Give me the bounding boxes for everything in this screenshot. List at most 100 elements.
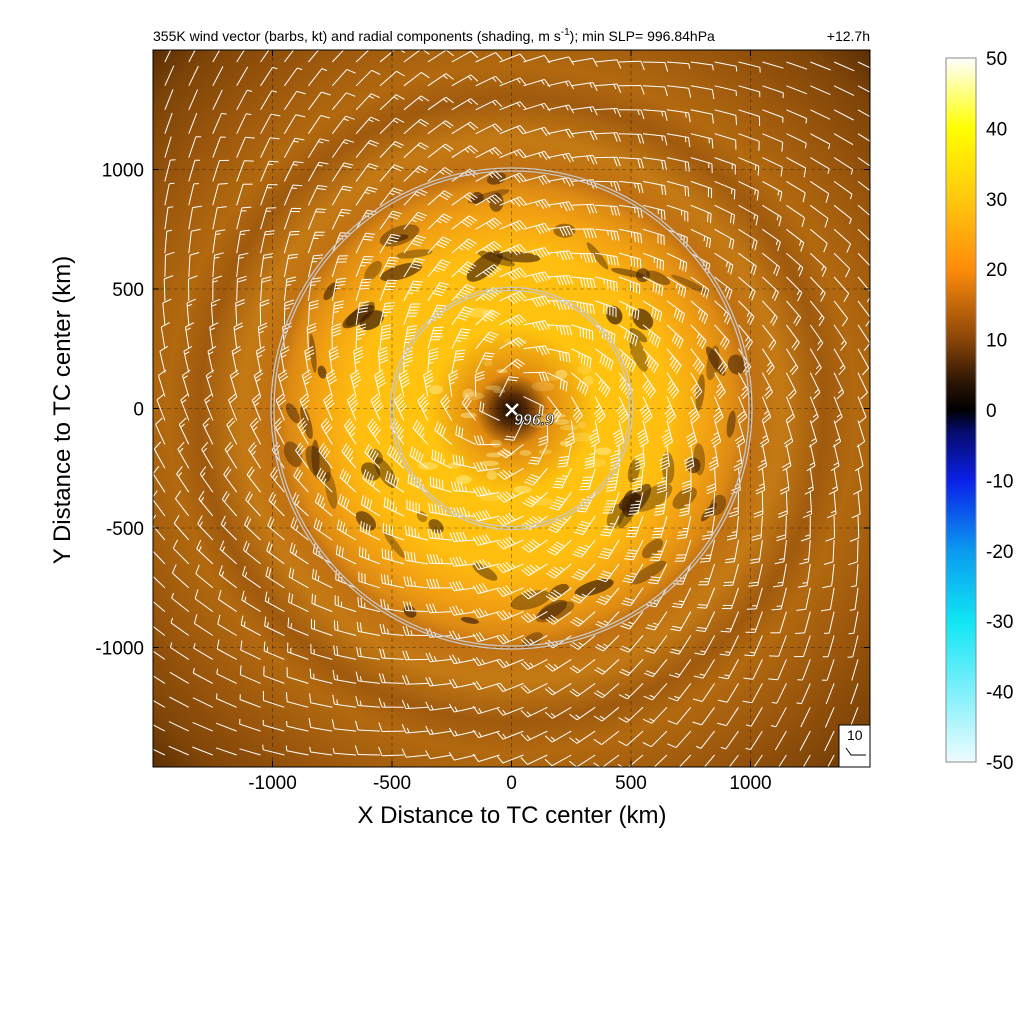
wind-barb (427, 120, 454, 135)
wind-barb (379, 302, 395, 326)
wind-barb (833, 324, 847, 351)
wind-barb (299, 393, 310, 421)
wind-barb (833, 85, 855, 96)
wind-barb (333, 620, 357, 636)
wind-barb (448, 630, 476, 640)
wind-barb (666, 133, 691, 147)
wind-barb (857, 228, 870, 242)
wind-barb (164, 229, 172, 254)
wind-barb (475, 240, 502, 254)
x-tick-label: 500 (615, 773, 647, 794)
wind-barb (451, 349, 466, 373)
wind-barb (295, 442, 309, 469)
wind-barb (283, 67, 303, 87)
wind-barb (557, 444, 572, 468)
rainband-cell (300, 405, 313, 440)
wind-barb (593, 754, 620, 767)
wind-barb (196, 539, 214, 565)
rainband-cell (538, 599, 568, 620)
wind-barb (239, 665, 261, 684)
wind-barb (275, 393, 287, 421)
rainband-cell (391, 234, 409, 242)
wind-barb (176, 466, 190, 493)
wind-barb (644, 635, 668, 654)
rainband-cell (460, 616, 479, 624)
wind-barb (781, 444, 792, 472)
wind-barb (379, 187, 403, 206)
wind-barb (379, 256, 400, 278)
wind-barb (762, 252, 781, 277)
wind-barb (387, 444, 405, 469)
wind-barb (374, 369, 387, 397)
wind-barb (504, 420, 524, 441)
wind-barb (753, 754, 763, 767)
wind-barb (378, 673, 404, 684)
wind-barb (475, 352, 495, 373)
wind-barb (666, 109, 691, 123)
wind-barb (698, 563, 716, 586)
wind-barb (260, 113, 281, 134)
wind-barb (283, 253, 299, 278)
wind-barb (669, 635, 692, 655)
wind-barb (283, 276, 297, 301)
wind-barb (260, 137, 280, 158)
wind-barb (401, 748, 428, 758)
wind-barb (218, 565, 238, 589)
wind-barb (398, 369, 411, 397)
wind-barb (402, 601, 428, 613)
wind-barb (549, 491, 572, 511)
wind-barb (618, 85, 645, 95)
wind-barb (216, 668, 237, 684)
wind-barb (331, 255, 349, 278)
wind-barb (307, 91, 331, 111)
wind-barb (809, 228, 828, 253)
wind-barb (334, 595, 357, 613)
wind-barb (355, 69, 381, 87)
wind-barb (236, 252, 249, 278)
wind-barb (774, 539, 787, 565)
wind-barb (221, 490, 238, 517)
wind-barb (736, 396, 748, 424)
wind-barb (618, 706, 644, 723)
wind-barb (786, 61, 808, 70)
wind-barb (212, 66, 224, 87)
wind-barb (260, 90, 277, 111)
wind-barb (240, 640, 261, 660)
y-axis: -1000 -500 0 500 1000 (95, 161, 870, 660)
wind-barb (499, 148, 527, 159)
wind-barb (695, 730, 715, 749)
wind-barb (724, 539, 739, 564)
wind-barb (738, 180, 759, 201)
wind-barb (268, 491, 285, 517)
wind-barb (475, 264, 502, 278)
wind-barb (523, 295, 551, 308)
wind-barb (331, 68, 356, 87)
wind-barb (857, 372, 868, 400)
forecast-time: +12.7h (827, 28, 870, 44)
inner-core-feature (528, 418, 550, 428)
wind-barb (690, 85, 715, 100)
wind-barb (621, 587, 644, 607)
wind-barb (178, 417, 190, 445)
wind-barb (783, 420, 794, 448)
wind-barb (598, 539, 620, 560)
wind-barb (474, 370, 485, 397)
wind-barb (283, 137, 305, 158)
wind-barb (828, 468, 838, 495)
wind-barb (472, 680, 500, 691)
wind-barb (774, 730, 787, 751)
inner-core-feature (485, 385, 502, 391)
wind-barb (759, 420, 770, 448)
wind-barb (475, 75, 503, 87)
wind-barb (499, 290, 527, 305)
wind-barb (618, 730, 644, 747)
plot-area: 996.9 (153, 50, 870, 767)
colorbar-tick-label: -40 (986, 683, 1013, 704)
wind-barb (217, 614, 237, 636)
wind-barb (496, 754, 524, 764)
rainband-cell (285, 403, 300, 424)
wind-barb (307, 208, 327, 230)
wind-barb (571, 203, 598, 214)
wind-barb (412, 419, 429, 445)
colorbar-tick-label: -30 (986, 612, 1013, 633)
